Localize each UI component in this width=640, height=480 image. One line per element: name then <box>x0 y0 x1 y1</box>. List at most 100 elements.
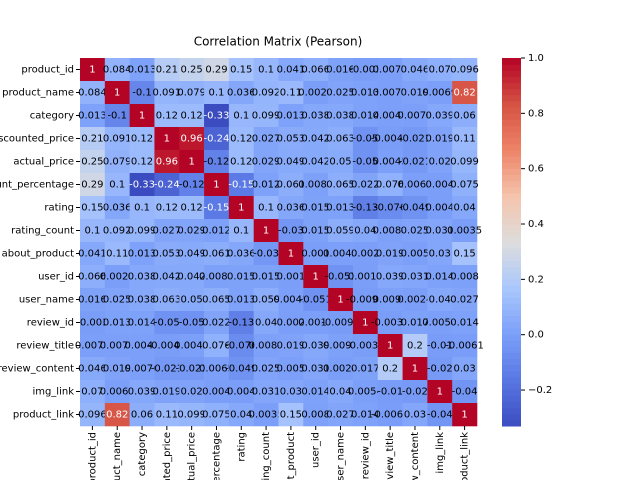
heatmap-cell <box>352 81 379 105</box>
heatmap-cell <box>352 334 379 358</box>
heatmap-cell <box>80 265 106 289</box>
cell-label: 0.041 <box>78 249 107 260</box>
heatmap-cell <box>402 104 428 128</box>
cell-label: 0.12 <box>230 157 252 168</box>
heatmap-cell <box>352 242 379 266</box>
cell-label: 0.12 <box>131 157 153 168</box>
heatmap-cell <box>253 288 279 312</box>
heatmap-cell <box>278 81 304 105</box>
cell-label: -0.0061 <box>371 410 410 421</box>
cell-label: 0.2 <box>407 341 423 352</box>
colorbar-tick-label: 0.4 <box>528 219 544 230</box>
cell-label: -0.003 <box>76 318 108 329</box>
cell-label: 0.096 <box>78 410 107 421</box>
heatmap-cell <box>204 150 230 174</box>
heatmap-cell <box>104 288 130 312</box>
cell-label: 0.06 <box>131 410 153 421</box>
cell-label: 0.092 <box>103 226 132 237</box>
cell-label: 0.0017 <box>348 272 383 283</box>
cell-label: 0.039 <box>128 387 157 398</box>
cell-label: -0.003 <box>349 65 381 76</box>
heatmap-cell <box>253 357 279 381</box>
heatmap-cell <box>452 357 478 381</box>
cell-label: 0.96 <box>156 157 178 168</box>
cell-label: -0.0047 <box>371 134 410 145</box>
heatmap-cell <box>328 150 354 174</box>
cell-label: -0.05 <box>352 157 378 168</box>
heatmap-cell <box>204 127 230 151</box>
heatmap-cell <box>154 150 180 174</box>
cell-label: 0.036 <box>103 203 132 214</box>
cell-label: -0.051 <box>324 272 356 283</box>
heatmap-cell <box>427 104 453 128</box>
heatmap-cell <box>104 242 130 266</box>
cell-label: 0.15 <box>81 203 103 214</box>
cell-label: 0.008 <box>450 272 479 283</box>
cell-label: 0.079 <box>177 88 206 99</box>
cell-label: 0.0091 <box>373 295 408 306</box>
cell-label: -0.05 <box>154 318 180 329</box>
heatmap-cell <box>303 219 329 243</box>
heatmap-cell <box>278 403 304 427</box>
cell-label: 0.025 <box>252 364 281 375</box>
heatmap-cell <box>303 173 329 197</box>
cell-label: 0.076 <box>376 180 405 191</box>
heatmap-cell <box>303 150 329 174</box>
colorbar-segment <box>502 248 521 255</box>
heatmap-cell <box>452 81 478 105</box>
heatmap-cell <box>278 380 304 404</box>
heatmap-cell <box>328 288 354 312</box>
heatmap-cell <box>154 380 180 404</box>
heatmap-cell <box>377 311 403 335</box>
cell-label: 0.1 <box>233 111 249 122</box>
cell-label: 0.001 <box>277 272 306 283</box>
heatmap-cell <box>129 104 155 128</box>
heatmap-cell <box>402 311 428 335</box>
heatmap-cell <box>154 173 180 197</box>
colorbar-segment <box>502 88 521 96</box>
heatmap-cell <box>253 311 279 335</box>
cell-label: 0.096 <box>450 65 479 76</box>
heatmap-cell <box>427 127 453 151</box>
heatmap-cell <box>427 58 453 82</box>
colorbar-segment <box>502 192 521 200</box>
x-tick-label: about_product <box>286 432 297 480</box>
cell-label: 0.004 <box>425 180 454 191</box>
cell-label: 0.0045 <box>273 295 308 306</box>
cell-label: 0.031 <box>401 272 430 283</box>
heatmap-cell <box>228 357 254 381</box>
cell-label: 0.031 <box>425 226 454 237</box>
cell-label: -0.0035 <box>371 318 410 329</box>
cell-label: 0.013 <box>326 203 355 214</box>
heatmap-cell <box>303 334 329 358</box>
colorbar-segment <box>502 315 521 323</box>
heatmap-cell <box>402 196 428 220</box>
heatmap-cell <box>352 311 379 335</box>
colorbar-segment <box>502 334 521 341</box>
heatmap-cell <box>129 81 155 105</box>
heatmap-cell <box>402 334 428 358</box>
cell-label: 0.03 <box>429 249 451 260</box>
heatmap-cell <box>303 104 329 128</box>
cell-label: 0.96 <box>181 134 203 145</box>
colorbar-segment <box>502 199 521 206</box>
heatmap-cell <box>80 403 106 427</box>
heatmap-cell <box>427 150 453 174</box>
heatmap-cell <box>328 219 354 243</box>
y-tick-label: user_name <box>19 295 74 306</box>
heatmap-cell <box>204 357 230 381</box>
cell-label: 0.25 <box>181 65 203 76</box>
cell-label: 0.099 <box>252 111 281 122</box>
cell-label: 0.0035 <box>249 410 284 421</box>
cell-label: 0.042 <box>301 157 330 168</box>
colorbar-segment <box>502 217 521 225</box>
x-tick-label: product_name <box>112 432 123 480</box>
cell-label: -0.12 <box>204 157 230 168</box>
cell-label: 0.03 <box>453 364 475 375</box>
cell-label: -0.02 <box>427 364 453 375</box>
heatmap-cell <box>402 127 428 151</box>
cell-label: -0.05 <box>179 318 205 329</box>
heatmap-cell <box>253 196 279 220</box>
heatmap-cell <box>377 288 403 312</box>
cell-label: -0.24 <box>204 134 230 145</box>
